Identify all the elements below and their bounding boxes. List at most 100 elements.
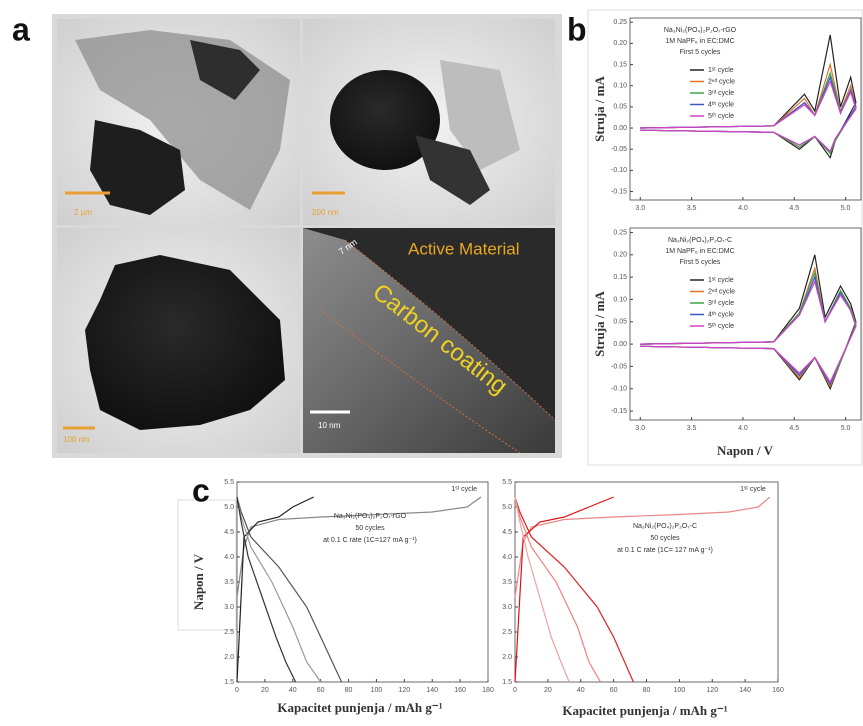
y-tick-label: -0.05 [611,146,627,153]
legend-label: 1ˢᵗ cycle [708,67,734,74]
data-line [514,496,634,683]
y-tick-label: -0.15 [611,188,627,195]
legend-label: 3ʳᵈ cycle [708,300,734,307]
y-tick-label: 3.5 [502,579,512,586]
y-tick-label: 0.00 [613,341,627,348]
data-line [640,254,857,391]
y-tick-label: 0.15 [613,61,627,68]
x-tick-label: 5.0 [841,425,851,432]
y-tick-label: 4.0 [224,554,234,561]
layer-label: Active Material [408,239,519,258]
legend-label: 2ⁿᵈ cycle [708,288,735,295]
plot-frame [629,227,862,421]
y-tick-label: 3.0 [502,604,512,611]
x-tick-label: 160 [772,687,784,694]
data-line [514,496,570,683]
data-line [236,496,482,598]
curve-label: 1ˢᵗ cycle [451,486,477,493]
annotation: Na₃Ni₂(PO₄)₂P₂O₇-rGO [334,513,407,520]
y-tick-label: 0.10 [613,296,627,303]
scale-label: 2 µm [74,208,92,217]
annotation: at 0.1 C rate (1C=127 mA g⁻¹) [323,537,417,544]
annotation: Na₃Ni₂(PO₄)₂P₂O₇-rGO [664,27,737,34]
x-tick-label: 4.5 [789,425,799,432]
y-tick-label: 0.10 [613,83,627,90]
x-tick-label: 120 [398,687,410,694]
annotation: 50 cycles [650,535,680,542]
scale-label: 100 nm [63,435,90,444]
tem-image [57,19,300,225]
annotation: 1M NaPF₆ in EC:DMC [665,248,734,255]
y-tick-label: -0.15 [611,408,627,415]
y-tick-label: 4.5 [224,529,234,536]
data-line [236,496,314,683]
scale-label: 10 nm [318,421,341,430]
y-axis-label: Napon / V [191,553,206,610]
legend-label: 1ˢᵗ cycle [708,277,734,284]
plot-frame [514,481,779,683]
y-tick-label: 0.05 [613,319,627,326]
data-line [514,496,614,683]
curve-label: 1ˢᵗ cycle [740,486,766,493]
x-tick-label: 140 [739,687,751,694]
y-tick-label: 0.20 [613,40,627,47]
y-tick-label: 0.15 [613,274,627,281]
x-axis-label: Kapacitet punjenja / mAh g⁻¹ [562,703,727,718]
y-tick-label: 5.5 [502,479,512,486]
y-tick-label: 1.5 [224,679,234,686]
data-line [640,279,857,384]
x-tick-label: 60 [610,687,618,694]
legend-label: 2ⁿᵈ cycle [708,78,735,85]
plot-frame [629,17,862,201]
annotation: 50 cycles [355,525,385,532]
x-tick-label: 80 [643,687,651,694]
data-line [236,496,322,683]
y-tick-label: 2.0 [502,654,512,661]
x-tick-label: 100 [674,687,686,694]
annotation: Na₃Ni₂(PO₄)₂P₂O₇-C [668,237,732,244]
y-tick-label: 0.00 [613,125,627,132]
annotation: First 5 cycles [680,259,721,266]
y-tick-label: -0.10 [611,167,627,174]
y-axis-label: Struja / mA [592,76,607,142]
y-tick-label: 1.5 [502,679,512,686]
y-tick-label: 5.0 [502,504,512,511]
y-tick-label: 2.5 [224,629,234,636]
data-line [236,496,297,683]
x-tick-label: 40 [289,687,297,694]
data-line [640,79,857,153]
tem-image [303,228,556,454]
x-tick-label: 3.0 [635,205,645,212]
legend-label: 4ᵗʰ cycle [708,101,734,108]
y-tick-label: 3.5 [224,579,234,586]
x-tick-label: 3.5 [687,205,697,212]
x-tick-label: 60 [317,687,325,694]
panel-label: c [192,472,210,508]
panel-label: b [567,11,587,47]
y-tick-label: 2.5 [502,629,512,636]
x-tick-label: 4.5 [789,205,799,212]
y-tick-label: 0.05 [613,104,627,111]
legend-label: 5ᵗʰ cycle [708,323,734,330]
x-tick-label: 160 [454,687,466,694]
y-axis-label: Struja / mA [592,291,607,357]
annotation: First 5 cycles [680,49,721,56]
x-tick-label: 0 [513,687,517,694]
y-tick-label: -0.10 [611,386,627,393]
x-tick-label: 180 [482,687,494,694]
scale-label: 200 nm [312,208,339,217]
y-tick-label: 5.0 [224,504,234,511]
x-axis-label: Kapacitet punjenja / mAh g⁻¹ [277,700,442,715]
panel-label: a [12,11,30,47]
annotation: at 0.1 C rate (1C= 127 mA g⁻¹) [617,547,713,554]
data-line [514,496,771,598]
legend-label: 5ᵗʰ cycle [708,113,734,120]
x-tick-label: 4.0 [738,425,748,432]
panel-frame [587,9,863,466]
panel-frame [177,499,237,631]
legend-label: 4ᵗʰ cycle [708,311,734,318]
x-axis-label: Napon / V [717,443,774,458]
y-tick-label: 5.5 [224,479,234,486]
y-tick-label: 0.20 [613,252,627,259]
